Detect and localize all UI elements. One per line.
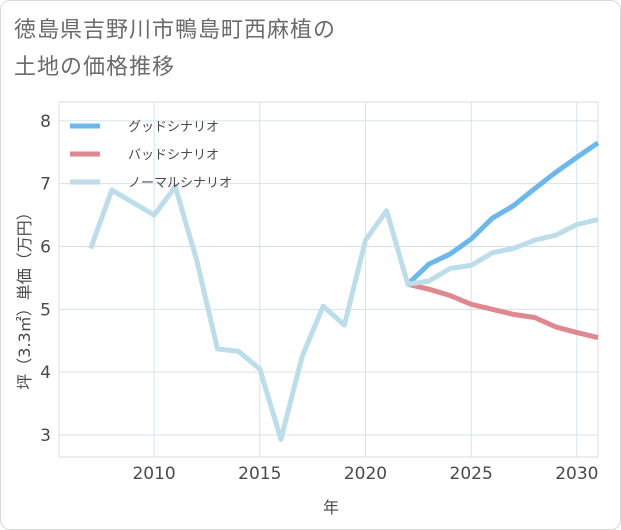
- chart-title-line2: 土地の価格推移: [14, 55, 176, 80]
- legend-label-2: ノーマルシナリオ: [128, 176, 232, 191]
- x-tick-label: 2020: [344, 464, 387, 484]
- y-tick-label: 5: [40, 300, 51, 320]
- series-line-0: [406, 140, 600, 287]
- y-tick-label: 4: [40, 363, 51, 383]
- x-tick-label: 2015: [238, 464, 281, 484]
- x-axis-label: 年: [323, 498, 339, 517]
- grid-lines: [59, 102, 598, 457]
- y-tick-label: 7: [40, 175, 51, 195]
- plot-area: [58, 101, 599, 458]
- series-line-2: [88, 184, 599, 442]
- x-tick-label: 2030: [555, 464, 598, 484]
- y-axis-ticks: 3 4 5 6 7 8: [40, 112, 51, 446]
- legend-label-1: バッドシナリオ: [128, 148, 219, 163]
- y-axis-label: 坪（3.3㎡）単価（万円）: [15, 204, 34, 389]
- x-tick-label: 2025: [450, 464, 493, 484]
- legend-label-0: グッドシナリオ: [128, 120, 219, 135]
- y-tick-label: 3: [40, 426, 51, 446]
- series-lines: [88, 140, 600, 442]
- x-tick-label: 2010: [132, 464, 175, 484]
- y-tick-label: 8: [40, 112, 51, 132]
- y-tick-label: 6: [40, 238, 51, 258]
- chart-title: 徳島県吉野川市鴨島町西麻植の 土地の価格推移: [14, 12, 414, 86]
- series-line-1: [407, 281, 599, 341]
- x-axis-ticks: 2010 2015 2020 2025 2030: [132, 464, 598, 484]
- chart-title-line1: 徳島県吉野川市鴨島町西麻植の: [14, 18, 337, 43]
